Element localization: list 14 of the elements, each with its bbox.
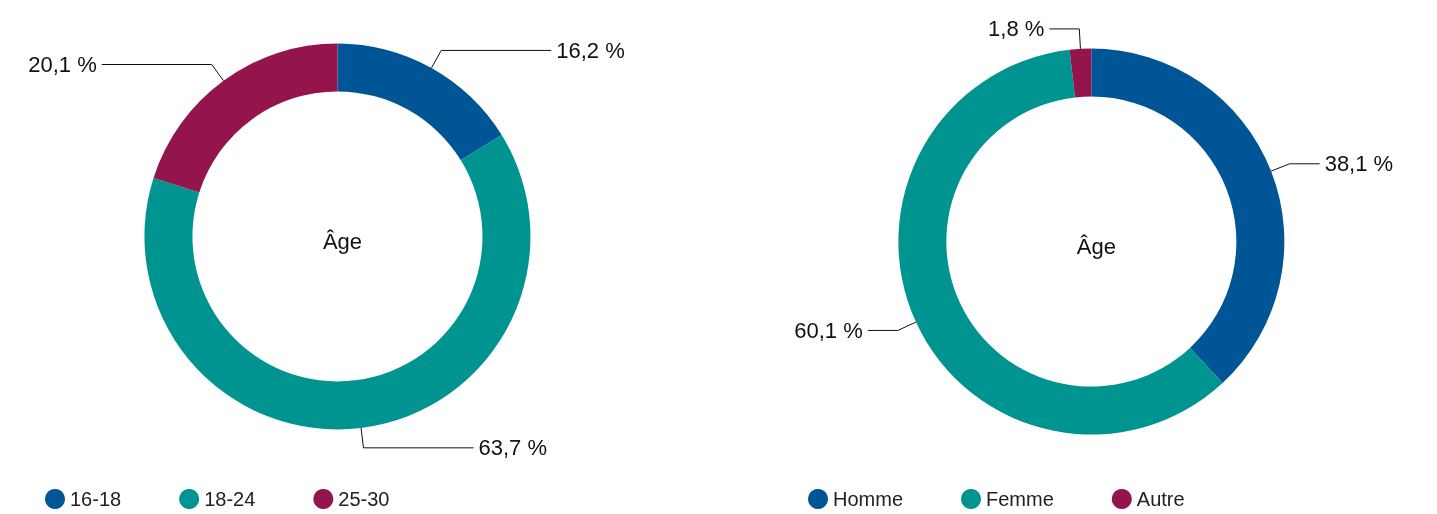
data-label: 60,1 % (794, 317, 863, 343)
text: Âge (1076, 234, 1116, 260)
data-label: 16,2 % (556, 37, 625, 63)
legend-label: 25-30 (338, 488, 390, 510)
legend-label: 16-18 (70, 488, 122, 510)
data-label: 63,7 % (478, 435, 547, 461)
data-label: 38,1 % (1324, 151, 1394, 177)
legend-label: Femme (986, 488, 1054, 510)
text: Âge (322, 228, 363, 254)
legend-label: Autre (1136, 488, 1185, 510)
legend-label: Homme (833, 488, 904, 510)
data-label: 20,1 % (28, 52, 97, 78)
data-label: 1,8 % (988, 16, 1045, 42)
legend-label: 18-24 (204, 488, 256, 510)
